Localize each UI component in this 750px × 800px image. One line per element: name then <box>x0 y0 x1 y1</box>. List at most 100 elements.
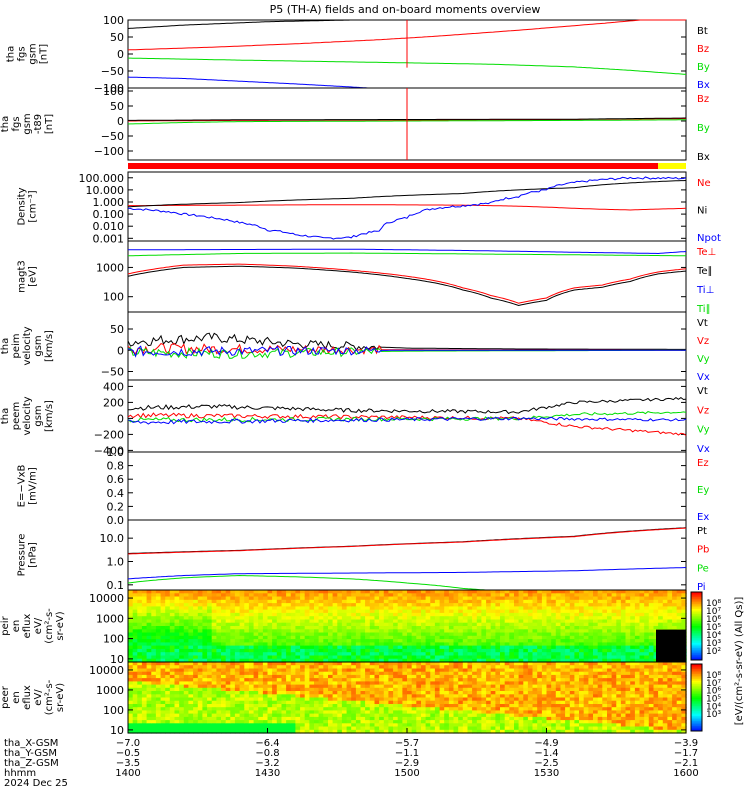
heatmap-cell <box>202 662 208 666</box>
heatmap-cell <box>193 681 199 686</box>
heatmap-cell <box>439 619 445 624</box>
heatmap-cell <box>439 599 445 604</box>
heatmap-cell <box>225 729 231 734</box>
heatmap-cell <box>388 596 394 601</box>
heatmap-cell <box>397 632 403 637</box>
heatmap-cell <box>416 655 422 660</box>
heatmap-cell <box>509 707 515 711</box>
heatmap-cell <box>314 590 320 594</box>
legend-Vt: Vt <box>697 318 708 329</box>
heatmap-cell <box>197 662 204 666</box>
heatmap-cell <box>374 639 380 643</box>
heatmap-cell <box>504 671 510 676</box>
heatmap-cell <box>574 599 580 604</box>
heatmap-cell <box>397 716 403 721</box>
heatmap-cell <box>355 639 362 643</box>
heatmap-cell <box>137 652 143 657</box>
heatmap-cell <box>527 678 534 682</box>
heatmap-cell <box>272 619 278 624</box>
heatmap-cell <box>309 671 315 676</box>
heatmap-cell <box>244 704 250 708</box>
heatmap-cell <box>309 687 315 692</box>
heatmap-cell <box>155 665 162 669</box>
series-line-Ni <box>127 180 687 208</box>
heatmap-cell <box>351 606 357 611</box>
heatmap-cell <box>565 704 571 708</box>
heatmap-cell <box>379 635 385 640</box>
heatmap-cell <box>360 662 366 666</box>
heatmap-cell <box>193 720 199 724</box>
heatmap-cell <box>225 707 231 711</box>
heatmap-cell <box>211 645 217 650</box>
heatmap-cell <box>216 606 222 611</box>
heatmap-cell <box>476 726 483 731</box>
heatmap-cell <box>137 622 143 627</box>
heatmap-cell <box>374 665 380 669</box>
heatmap-cell <box>527 639 534 643</box>
heatmap-cell <box>360 599 366 604</box>
heatmap-cell <box>490 590 496 594</box>
heatmap-cell <box>439 622 445 627</box>
heatmap-cell <box>290 612 297 617</box>
heatmap-cell <box>137 606 143 611</box>
heatmap-cell <box>160 629 166 634</box>
heatmap-cell <box>141 694 148 699</box>
heatmap-cell <box>128 639 134 643</box>
heatmap-cell <box>421 658 427 663</box>
heatmap-cell <box>458 694 464 699</box>
heatmap-cell <box>151 603 157 607</box>
heatmap-cell <box>165 720 171 724</box>
heatmap-cell <box>541 606 548 611</box>
heatmap-cell <box>486 694 492 699</box>
heatmap-cell <box>569 665 576 669</box>
heatmap-cell <box>379 684 385 689</box>
heatmap-cell <box>137 729 143 734</box>
heatmap-cell <box>146 639 152 643</box>
heatmap-cell <box>165 716 171 721</box>
heatmap-cell <box>667 616 673 621</box>
heatmap-cell <box>193 713 199 718</box>
heatmap-cell <box>128 716 134 721</box>
heatmap-cell <box>644 655 650 660</box>
heatmap-cell <box>355 662 362 666</box>
heatmap-cell <box>509 626 515 630</box>
heatmap-cell <box>202 622 208 627</box>
heatmap-cell <box>160 687 166 692</box>
heatmap-cell <box>318 668 324 673</box>
heatmap-cell <box>569 700 576 705</box>
heatmap-cell <box>434 616 441 621</box>
heatmap-cell <box>165 710 171 715</box>
heatmap-cell <box>486 599 492 604</box>
heatmap-cell <box>202 729 208 734</box>
heatmap-cell <box>146 658 152 663</box>
heatmap-cell <box>323 635 329 640</box>
heatmap-cell <box>365 684 371 689</box>
heatmap-cell <box>234 629 241 634</box>
heatmap-cell <box>337 723 343 728</box>
heatmap-cell <box>314 658 320 663</box>
heatmap-cell <box>425 639 431 643</box>
heatmap-cell <box>393 596 399 601</box>
heatmap-cell <box>281 726 287 731</box>
heatmap-cell <box>425 678 431 682</box>
heatmap-cell <box>509 596 515 601</box>
heatmap-cell <box>625 596 631 601</box>
heatmap-cell <box>388 684 394 689</box>
heatmap-cell <box>276 652 283 657</box>
heatmap-cell <box>611 616 617 621</box>
heatmap-cell <box>546 626 552 630</box>
heatmap-cell <box>197 612 204 617</box>
heatmap-cell <box>369 697 376 702</box>
heatmap-cell <box>411 652 417 657</box>
heatmap-cell <box>421 606 427 611</box>
heatmap-cell <box>620 635 627 640</box>
heatmap-cell <box>527 674 534 679</box>
heatmap-cell <box>616 629 622 634</box>
heatmap-cell <box>425 603 431 607</box>
heatmap-cell <box>411 671 417 676</box>
heatmap-cell <box>467 716 473 721</box>
heatmap-cell <box>365 606 371 611</box>
heatmap-cell <box>448 662 455 666</box>
heatmap-cell <box>541 687 548 692</box>
heatmap-cell <box>318 642 324 647</box>
